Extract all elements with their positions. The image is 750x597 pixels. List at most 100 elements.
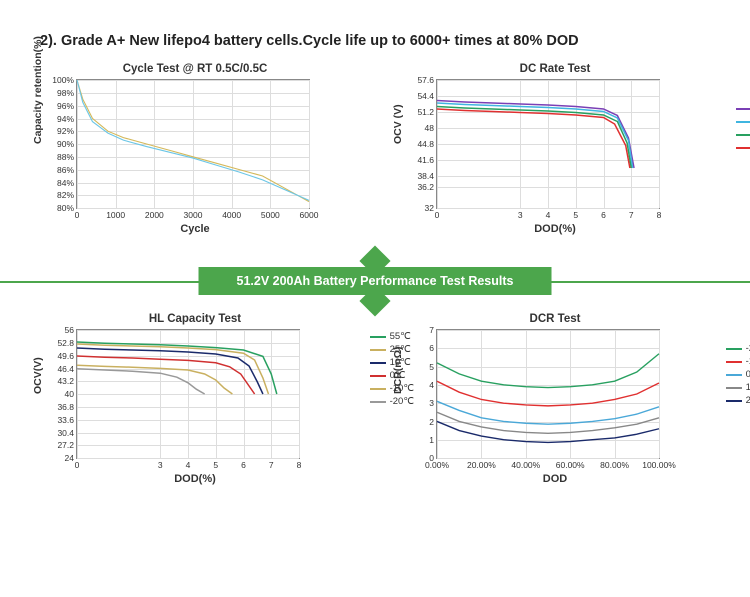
- series-line: [77, 369, 205, 394]
- legend-item: 25℃: [726, 395, 750, 406]
- legend-item: 0.8C: [736, 129, 750, 140]
- y-tick: 54.4: [417, 91, 437, 101]
- x-axis-label: DOD(%): [390, 223, 720, 235]
- y-axis-label: OCV (V): [392, 105, 404, 145]
- y-tick: 27.2: [57, 440, 77, 450]
- x-tick: 60.00%: [556, 458, 585, 470]
- legend-swatch: [736, 147, 750, 149]
- chart-dcr: DCR Test 012345670.00%20.00%40.00%60.00%8…: [390, 313, 720, 503]
- y-tick: 6: [429, 343, 437, 353]
- legend: 0.3C0.5C0.8C1C: [736, 103, 750, 155]
- series-line: [437, 412, 659, 433]
- x-tick: 80.00%: [600, 458, 629, 470]
- x-tick: 0.00%: [425, 458, 449, 470]
- series-line: [437, 107, 631, 169]
- y-tick: 49.6: [57, 351, 77, 361]
- series-svg: [77, 80, 309, 208]
- plot-area: 2427.230.433.636.84043.246.449.652.85603…: [76, 329, 300, 459]
- x-tick: 3000: [184, 208, 203, 220]
- chart-dc-rate: DC Rate Test3236.238.441.644.84851.254.4…: [390, 63, 720, 253]
- legend-swatch: [736, 108, 750, 110]
- legend-label: -20℃: [746, 343, 750, 354]
- plot-area: 3236.238.441.644.84851.254.457.60345678: [436, 79, 660, 209]
- x-tick: 1000: [106, 208, 125, 220]
- y-tick: 40: [65, 389, 77, 399]
- legend-item: -20℃: [726, 343, 750, 354]
- y-tick: 52.8: [57, 338, 77, 348]
- page-heading: 2). Grade A+ New lifepo4 battery cells.C…: [0, 0, 750, 63]
- row-top: Cycle Test @ RT 0.5C/0.5C 80%82%84%86%88%…: [30, 63, 720, 253]
- legend-swatch: [370, 375, 386, 377]
- chart-title: DCR Test: [390, 313, 720, 325]
- legend-item: 10℃: [726, 382, 750, 393]
- x-tick: 4000: [222, 208, 241, 220]
- row-bottom: HL Capacity Test2427.230.433.636.84043.2…: [30, 313, 720, 503]
- y-tick: 100%: [52, 75, 77, 85]
- plot-area: 012345670.00%20.00%40.00%60.00%80.00%100…: [436, 329, 660, 459]
- x-tick: 7: [269, 458, 274, 470]
- legend-label: 10℃: [746, 382, 750, 393]
- chart-cycle-test: Cycle Test @ RT 0.5C/0.5C 80%82%84%86%88%…: [30, 63, 360, 253]
- x-tick: 5000: [261, 208, 280, 220]
- y-tick: 90%: [57, 139, 77, 149]
- legend-swatch: [370, 401, 386, 403]
- x-tick: 4: [186, 458, 191, 470]
- legend-swatch: [736, 121, 750, 123]
- x-tick: 4: [546, 208, 551, 220]
- y-tick: 43.2: [57, 376, 77, 386]
- legend-label: 0℃: [746, 369, 750, 380]
- y-tick: 98%: [57, 88, 77, 98]
- y-tick: 2: [429, 417, 437, 427]
- series-line: [437, 109, 630, 168]
- series-svg: [437, 330, 659, 458]
- x-tick: 0: [75, 458, 80, 470]
- x-tick: 6: [241, 458, 246, 470]
- x-axis-label: Cycle: [30, 223, 360, 235]
- chart-hl-capacity: HL Capacity Test2427.230.433.636.84043.2…: [30, 313, 360, 503]
- x-tick: 2000: [145, 208, 164, 220]
- x-tick: 100.00%: [642, 458, 676, 470]
- y-tick: 36.8: [57, 402, 77, 412]
- legend-label: 25℃: [746, 395, 750, 406]
- x-tick: 20.00%: [467, 458, 496, 470]
- banner-text: 51.2V 200Ah Battery Performance Test Res…: [199, 267, 552, 295]
- y-tick: 82%: [57, 190, 77, 200]
- legend-swatch: [726, 374, 742, 376]
- legend-swatch: [726, 387, 742, 389]
- legend-swatch: [370, 336, 386, 338]
- plot-area: 80%82%84%86%88%90%92%94%96%98%100%010002…: [76, 79, 310, 209]
- series-line: [77, 80, 309, 202]
- legend-swatch: [370, 362, 386, 364]
- y-tick: 48: [425, 123, 437, 133]
- x-tick: 8: [657, 208, 662, 220]
- legend-swatch: [370, 388, 386, 390]
- series-line: [437, 381, 659, 406]
- x-tick: 0: [435, 208, 440, 220]
- x-tick: 5: [573, 208, 578, 220]
- y-axis-label: DCR(mΩ): [392, 347, 404, 395]
- x-tick: 6: [601, 208, 606, 220]
- legend-label: -10℃: [746, 356, 750, 367]
- y-tick: 38.4: [417, 171, 437, 181]
- y-tick: 86%: [57, 165, 77, 175]
- y-tick: 1: [429, 435, 437, 445]
- y-tick: 33.6: [57, 415, 77, 425]
- chart-title: Cycle Test @ RT 0.5C/0.5C: [30, 63, 360, 75]
- series-svg: [77, 330, 299, 458]
- y-tick: 3: [429, 398, 437, 408]
- y-tick: 7: [429, 325, 437, 335]
- y-tick: 4: [429, 380, 437, 390]
- legend-swatch: [726, 361, 742, 363]
- banner: 51.2V 200Ah Battery Performance Test Res…: [30, 261, 720, 301]
- y-axis-label: OCV(V): [32, 357, 44, 394]
- y-tick: 96%: [57, 101, 77, 111]
- x-tick: 7: [629, 208, 634, 220]
- x-tick: 5: [213, 458, 218, 470]
- y-tick: 56: [65, 325, 77, 335]
- legend-item: -10℃: [726, 356, 750, 367]
- y-tick: 41.6: [417, 155, 437, 165]
- x-tick: 0: [75, 208, 80, 220]
- y-tick: 84%: [57, 178, 77, 188]
- legend-item: 0℃: [726, 369, 750, 380]
- y-tick: 57.6: [417, 75, 437, 85]
